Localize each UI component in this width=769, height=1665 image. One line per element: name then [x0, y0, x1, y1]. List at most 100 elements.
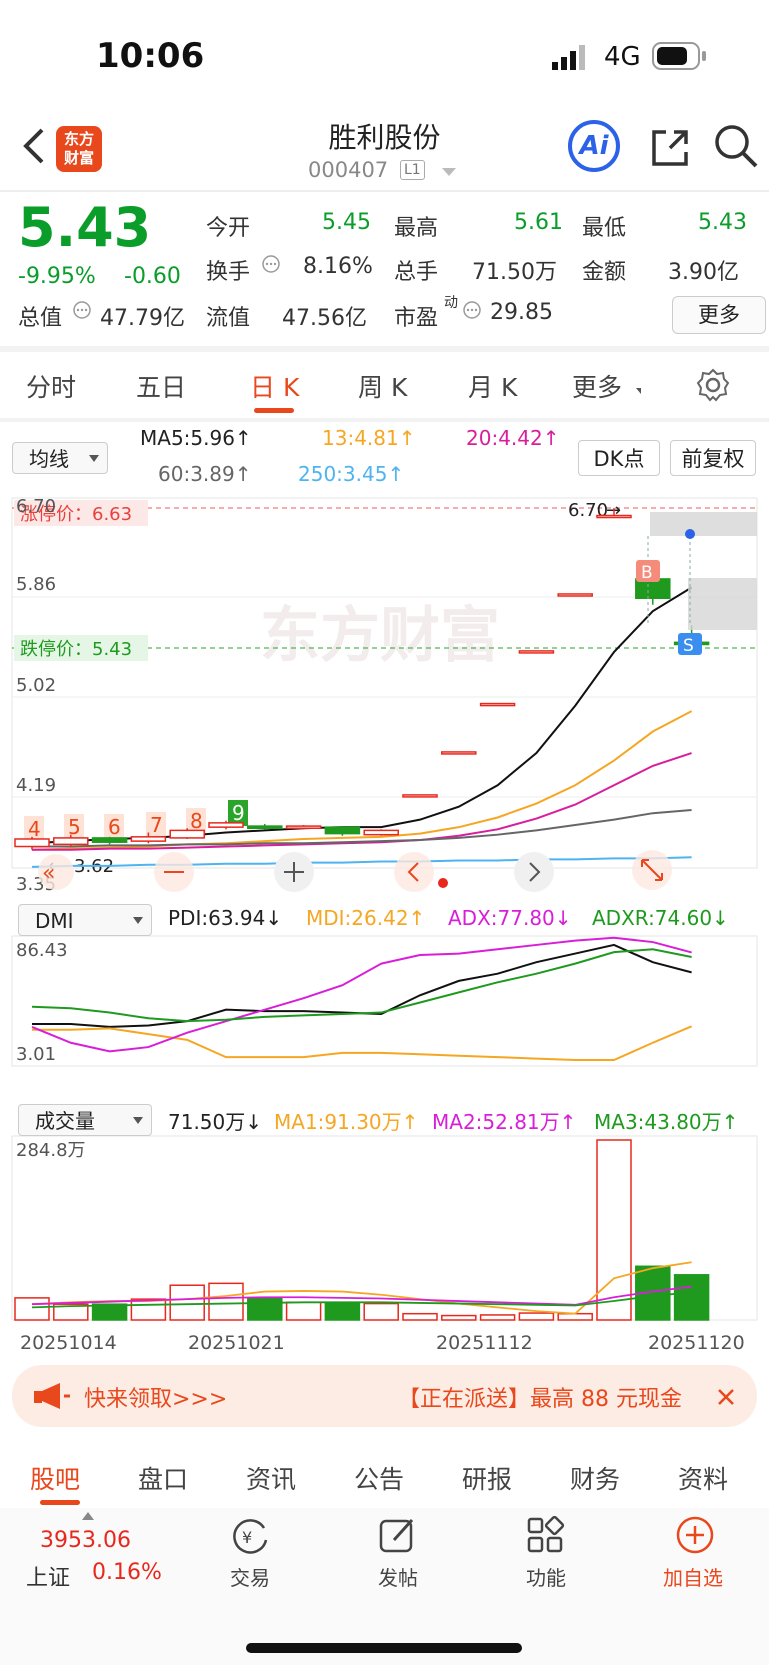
float-value: 47.56亿 — [282, 306, 367, 331]
mdi-value: MDI:26.42↑ — [306, 906, 426, 930]
limit-up-label: 涨停价：6.63 — [20, 504, 132, 525]
info-icon[interactable] — [261, 254, 281, 274]
sell-badge-text: S — [683, 636, 694, 656]
trade-button[interactable]: 交易 — [230, 1566, 270, 1590]
volume-ma-line-ma3 — [31, 1291, 692, 1309]
double-chevron-left-icon: « — [42, 861, 55, 886]
volume-bar — [557, 1312, 593, 1321]
pe-superscript: 动 — [444, 295, 458, 311]
volume-bar — [479, 1314, 516, 1321]
close-icon[interactable] — [716, 1387, 736, 1407]
expand-up-icon[interactable] — [82, 1512, 94, 1520]
volume-y-top: 284.8万 — [16, 1140, 86, 1161]
tab-research[interactable]: 研报 — [462, 1465, 513, 1494]
forecast-zone — [688, 578, 757, 630]
divider — [0, 418, 769, 422]
kline-chart[interactable]: 东方财富 涨停价：6.63 跌停价：5.43 6.70 5.86 5.02 4.… — [0, 420, 769, 1355]
tab-weekly-k[interactable]: 周 K — [358, 373, 408, 402]
scroll-left-fast-button[interactable] — [38, 854, 74, 890]
function-button[interactable]: 功能 — [526, 1566, 566, 1590]
chevron-left-icon — [407, 862, 419, 882]
tab-monthly-k[interactable]: 月 K — [468, 373, 518, 402]
amount-value: 3.90亿 — [668, 260, 739, 285]
info-icon[interactable] — [72, 300, 92, 320]
seq-label: 7 — [150, 813, 163, 837]
add-circle-icon[interactable] — [674, 1514, 716, 1556]
grid-apps-icon[interactable] — [526, 1516, 566, 1556]
promo-banner[interactable]: 快来领取>>> 【正在派送】最高 88 元现金 — [12, 1365, 757, 1427]
amount-label: 金额 — [582, 260, 627, 285]
tab-daily-k[interactable]: 日 K — [250, 373, 300, 402]
home-indicator — [246, 1643, 522, 1653]
volume-bar — [324, 1301, 361, 1321]
candle-body — [247, 825, 283, 829]
kline-frame — [11, 497, 758, 869]
volume-bar — [596, 1139, 632, 1321]
candle-body — [479, 702, 516, 707]
sequence-labels: 4 5 6 7 8 9 — [24, 800, 248, 842]
quote-panel: 5.43 -9.95% -0.60 今开 5.45 最高 5.61 最低 5.4… — [0, 192, 769, 352]
candle-body — [441, 751, 477, 755]
tab-pankou[interactable]: 盘口 — [138, 1465, 189, 1494]
y-tick-top: 6.70 — [16, 496, 56, 517]
scroll-right-button[interactable] — [514, 852, 554, 892]
high-value: 5.61 — [514, 210, 563, 235]
tab-announcements[interactable]: 公告 — [354, 1465, 405, 1494]
share-icon[interactable] — [648, 126, 692, 170]
volume-select[interactable]: 成交量 — [18, 1104, 152, 1136]
candle-body — [208, 822, 244, 828]
info-icon[interactable] — [462, 300, 482, 320]
candles — [14, 508, 710, 850]
code-dropdown-icon[interactable] — [442, 168, 456, 176]
volume-bar — [208, 1282, 244, 1321]
gear-icon[interactable] — [696, 368, 730, 402]
turnover-value: 8.16% — [303, 254, 373, 279]
seq-label: 9 — [232, 801, 245, 825]
dmi-lines — [31, 936, 692, 1061]
tab-intraday[interactable]: 分时 — [26, 373, 77, 402]
x-date: 20251120 — [648, 1332, 745, 1354]
candle-body — [518, 650, 555, 654]
y-tick: 4.19 — [16, 775, 56, 796]
volume-bar — [91, 1303, 128, 1321]
trade-icon[interactable]: ¥ — [228, 1516, 272, 1556]
buy-badge[interactable] — [636, 560, 660, 582]
open-value: 5.45 — [322, 210, 371, 235]
volume-ma-lines — [31, 1261, 692, 1315]
edit-post-icon[interactable] — [378, 1516, 418, 1556]
search-icon[interactable] — [712, 122, 760, 170]
dmi-line-adxr — [31, 948, 692, 1023]
tab-profile[interactable]: 资料 — [678, 1465, 729, 1494]
ma250-value: 250:3.45↑ — [298, 462, 405, 486]
adjust-button[interactable]: 前复权 — [670, 440, 756, 476]
ma-line-ma13 — [31, 710, 693, 851]
active-tab-indicator — [40, 1500, 80, 1505]
tab-news[interactable]: 资讯 — [246, 1465, 297, 1494]
x-date: 20251014 — [20, 1332, 117, 1354]
dmi-select[interactable]: DMI — [18, 904, 152, 936]
tab-more[interactable]: 更多 — [572, 373, 623, 402]
seq-label: 4 — [28, 817, 41, 841]
tab-finance[interactable]: 财务 — [570, 1465, 621, 1494]
chart-nav: « — [38, 850, 672, 892]
limit-up-tag — [14, 500, 148, 526]
status-bar: 10:06 4G — [0, 0, 769, 110]
ma-select[interactable]: 均线 — [12, 442, 108, 474]
back-button[interactable] — [18, 124, 48, 176]
add-watchlist-button[interactable]: 加自选 — [663, 1566, 723, 1590]
volume-ma-line-ma2 — [31, 1285, 692, 1306]
pe-value: 29.85 — [490, 300, 553, 325]
tab-guba[interactable]: 股吧 — [30, 1465, 81, 1494]
index-value[interactable]: 3953.06 — [40, 1528, 131, 1553]
volume-bar — [518, 1312, 555, 1321]
chevron-left-icon — [23, 128, 44, 164]
dk-point-button[interactable]: DK点 — [578, 440, 660, 476]
more-quote-button[interactable]: 更多 — [672, 296, 766, 334]
tab-five-day[interactable]: 五日 — [136, 373, 187, 402]
ai-button[interactable]: Ai — [568, 120, 620, 172]
scroll-left-button[interactable] — [394, 852, 434, 892]
seq-label: 6 — [108, 815, 121, 839]
mktcap-value: 47.79亿 — [100, 306, 185, 331]
post-button[interactable]: 发帖 — [378, 1566, 418, 1590]
sell-badge[interactable] — [678, 633, 702, 655]
